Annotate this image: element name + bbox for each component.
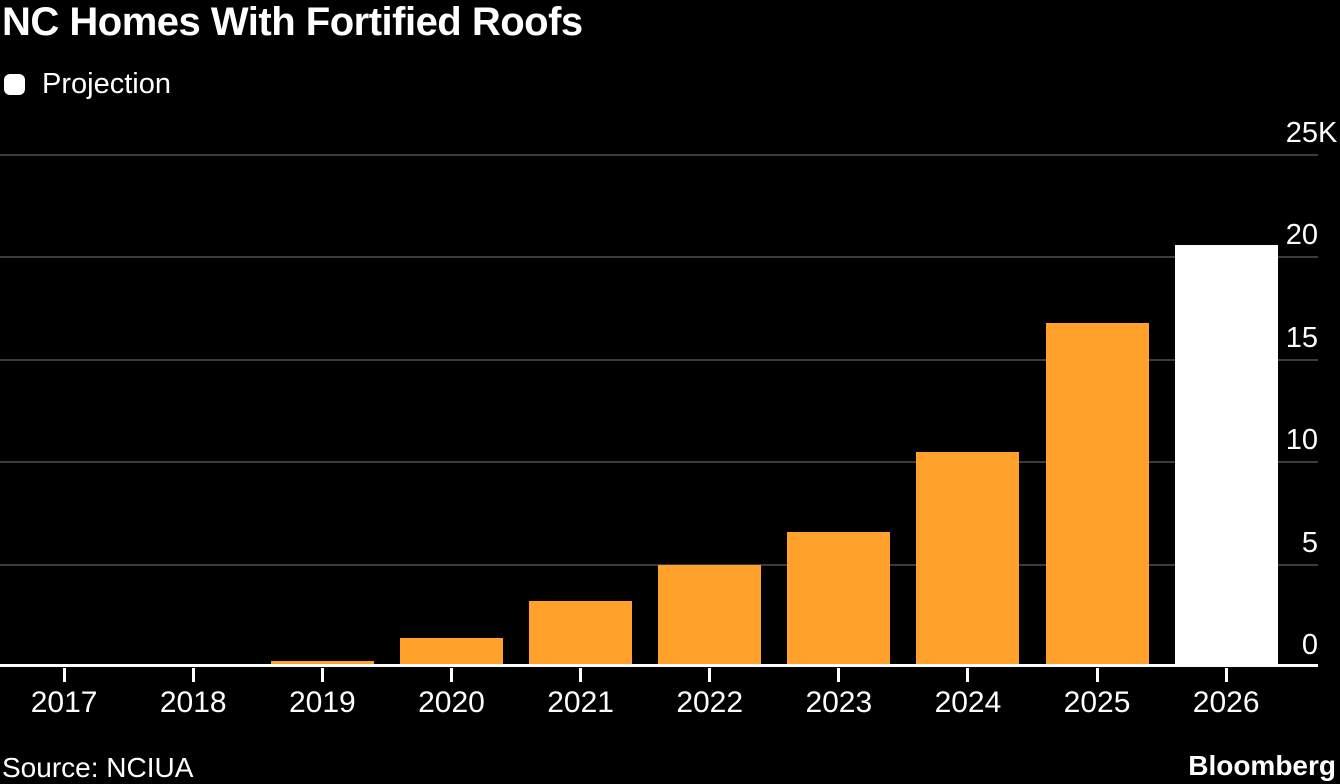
x-axis-label-2021: 2021 [547,686,614,719]
x-axis-label-2024: 2024 [934,686,1002,719]
gridline-15 [0,358,1318,361]
x-axis-label-2022: 2022 [676,686,744,719]
projection-legend-swatch [4,73,25,95]
y-axis-label-0: 0 [1301,629,1318,661]
x-axis-label-2023: 2023 [805,686,873,719]
bar-2020 [399,638,503,667]
y-axis-label-20: 20 [1285,219,1318,252]
x-axis-tick-2018 [191,668,195,682]
x-axis-baseline [0,664,1318,667]
y-axis-unit-suffix: K [1318,117,1338,149]
y-axis-label-number: 25 [1285,117,1318,149]
bar-2025 [1045,323,1149,667]
x-axis-tick-2024 [966,668,970,682]
x-axis-label-2026: 2026 [1192,686,1260,719]
y-axis-label-25K: 25 K [1285,117,1338,149]
bloomberg-logo: Bloomberg [1188,750,1336,781]
x-axis-label-2020: 2020 [418,686,485,719]
bar-2026 [1174,245,1278,667]
x-axis-tick-2019 [320,668,324,682]
x-axis-label-2018: 2018 [159,686,227,719]
gridline-25 [0,154,1318,156]
x-axis-tick-2026 [1224,668,1228,682]
legend: Projection [4,68,171,100]
bar-2022 [658,565,762,667]
gridline-10 [0,461,1318,464]
bar-2024 [916,452,1020,667]
x-axis-tick-2023 [837,668,841,682]
gridline-20 [0,256,1318,259]
x-axis-tick-2025 [1095,668,1099,682]
x-axis-tick-2017 [62,668,66,682]
x-axis-tick-2021 [579,668,583,682]
bar-2021 [529,601,633,667]
x-axis-tick-2020 [449,668,453,682]
gridline-5 [0,563,1318,566]
bar-2023 [787,532,891,667]
y-axis-label-15: 15 [1285,321,1318,354]
x-axis-tick-2022 [708,668,712,682]
y-axis-label-5: 5 [1301,526,1318,559]
source-note: Source: NCIUA [2,752,194,783]
x-axis-label-2017: 2017 [30,686,98,719]
y-axis-label-10: 10 [1285,424,1318,457]
x-axis-label-2019: 2019 [288,686,356,719]
chart-title: NC Homes With Fortified Roofs [2,0,583,44]
x-axis-label-2025: 2025 [1063,686,1131,719]
projection-legend-label: Projection [42,68,171,100]
